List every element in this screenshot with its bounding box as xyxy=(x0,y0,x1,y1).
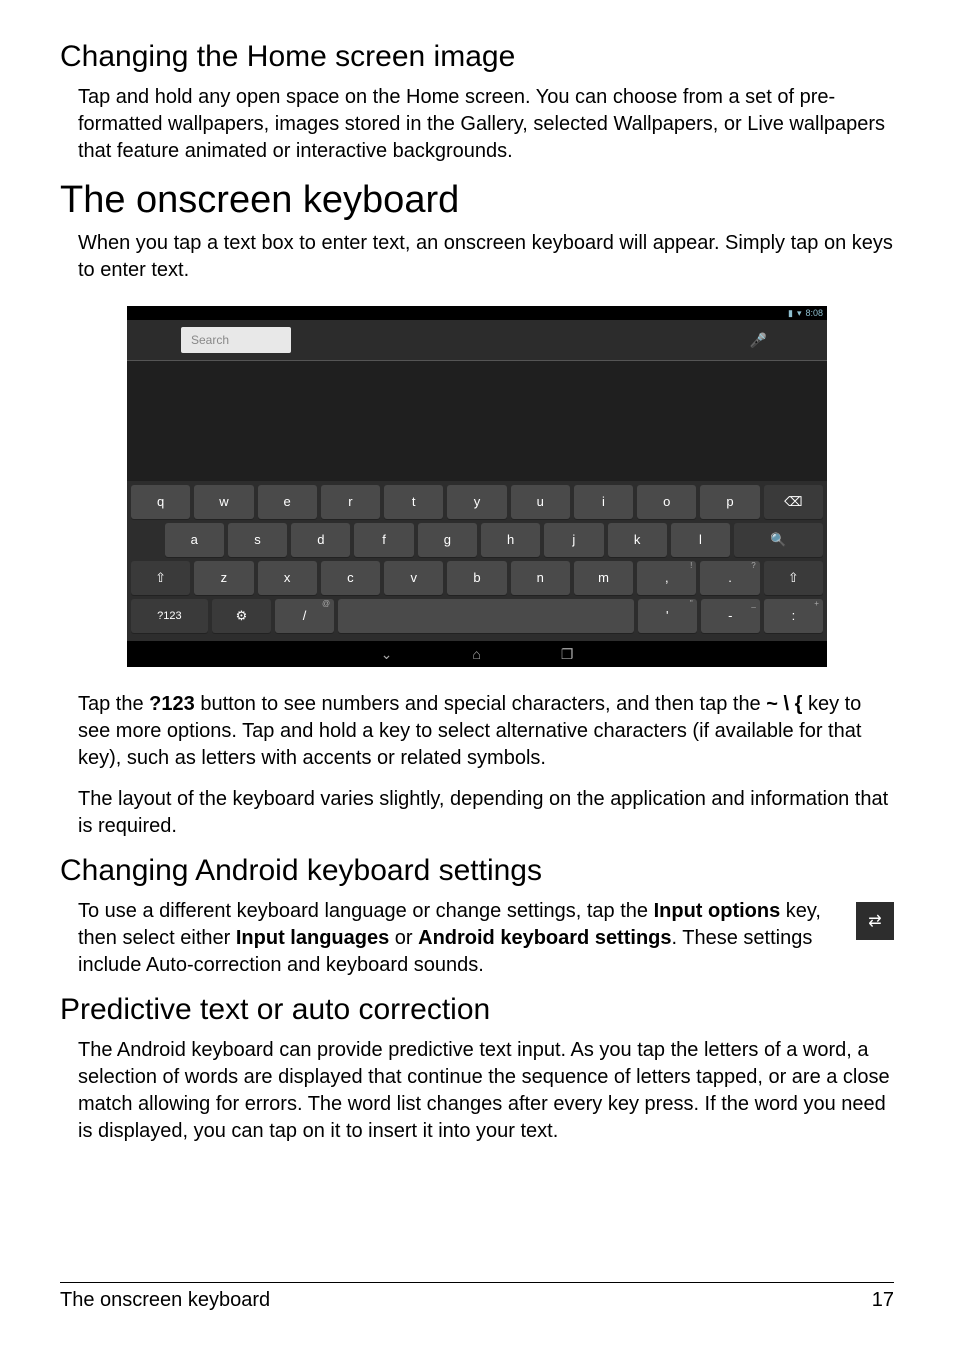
nav-recent-icon[interactable]: ❐ xyxy=(561,646,574,663)
key-q[interactable]: q xyxy=(131,485,190,519)
key-row-1: q w e r t y u i o p ⌫ xyxy=(131,485,823,519)
key-p[interactable]: p xyxy=(700,485,759,519)
mic-icon[interactable]: 🎤 xyxy=(750,332,767,349)
heading-onscreen-keyboard: The onscreen keyboard xyxy=(60,179,894,222)
para-settings: To use a different keyboard language or … xyxy=(78,898,824,979)
key-z[interactable]: z xyxy=(194,561,253,595)
key-x[interactable]: x xyxy=(258,561,317,595)
key-backspace[interactable]: ⌫ xyxy=(764,485,823,519)
para-keyboard-intro: When you tap a text box to enter text, a… xyxy=(78,230,894,284)
key-period[interactable]: .? xyxy=(700,561,759,595)
heading-predictive: Predictive text or auto correction xyxy=(60,993,894,1027)
key-search[interactable]: 🔍 xyxy=(734,523,823,557)
key-v[interactable]: v xyxy=(384,561,443,595)
para-home-image: Tap and hold any open space on the Home … xyxy=(78,84,894,165)
heading-keyboard-settings: Changing Android keyboard settings xyxy=(60,854,894,888)
footer-page-number: 17 xyxy=(872,1289,894,1312)
search-bar: Search 🎤 xyxy=(127,320,827,361)
key-apostrophe[interactable]: '" xyxy=(638,599,697,633)
key-k[interactable]: k xyxy=(608,523,667,557)
nav-home-icon[interactable]: ⌂ xyxy=(472,646,480,662)
key-f[interactable]: f xyxy=(354,523,413,557)
key-h[interactable]: h xyxy=(481,523,540,557)
key-row-3: ⇧ z x c v b n m ,! .? ⇧ xyxy=(131,561,823,595)
key-s[interactable]: s xyxy=(228,523,287,557)
heading-home-image: Changing the Home screen image xyxy=(60,40,894,74)
key-t[interactable]: t xyxy=(384,485,443,519)
key-y[interactable]: y xyxy=(447,485,506,519)
page-footer: The onscreen keyboard 17 xyxy=(60,1282,894,1312)
key-l[interactable]: l xyxy=(671,523,730,557)
key-dash[interactable]: -_ xyxy=(701,599,760,633)
key-n[interactable]: n xyxy=(511,561,570,595)
key-space[interactable] xyxy=(338,599,634,633)
key-c[interactable]: c xyxy=(321,561,380,595)
key-m[interactable]: m xyxy=(574,561,633,595)
para-123: Tap the ?123 button to see numbers and s… xyxy=(78,691,894,772)
para-predictive: The Android keyboard can provide predict… xyxy=(78,1037,894,1145)
key-b[interactable]: b xyxy=(447,561,506,595)
key-o[interactable]: o xyxy=(637,485,696,519)
key-u[interactable]: u xyxy=(511,485,570,519)
content-area xyxy=(127,361,827,481)
key-j[interactable]: j xyxy=(544,523,603,557)
key-numeric[interactable]: ?123 xyxy=(131,599,208,633)
keyboard-screenshot: ▮ ▾ 8:08 Search 🎤 q w e r t y u i o p ⌫ xyxy=(127,306,827,667)
key-comma[interactable]: ,! xyxy=(637,561,696,595)
key-row-2: a s d f g h j k l 🔍 xyxy=(131,523,823,557)
footer-title: The onscreen keyboard xyxy=(60,1289,270,1312)
status-bar: ▮ ▾ 8:08 xyxy=(127,306,827,320)
key-slash[interactable]: /@ xyxy=(275,599,334,633)
input-options-icon: ⇄ xyxy=(856,902,894,940)
key-a[interactable]: a xyxy=(165,523,224,557)
search-input[interactable]: Search xyxy=(181,327,291,353)
nav-back-icon[interactable]: ⌄ xyxy=(381,646,393,663)
key-w[interactable]: w xyxy=(194,485,253,519)
para-layout: The layout of the keyboard varies slight… xyxy=(78,786,894,840)
key-shift-left[interactable]: ⇧ xyxy=(131,561,190,595)
key-colon[interactable]: :+ xyxy=(764,599,823,633)
key-row-4: ?123 ⚙ /@ '" -_ :+ xyxy=(131,599,823,633)
keyboard: q w e r t y u i o p ⌫ a s d f g h j xyxy=(127,481,827,641)
key-g[interactable]: g xyxy=(418,523,477,557)
key-i[interactable]: i xyxy=(574,485,633,519)
clock: 8:08 xyxy=(805,308,823,318)
key-d[interactable]: d xyxy=(291,523,350,557)
key-shift-right[interactable]: ⇧ xyxy=(764,561,823,595)
battery-icon: ▮ xyxy=(788,308,793,319)
wifi-icon: ▾ xyxy=(797,308,802,319)
key-input-options[interactable]: ⚙ xyxy=(212,599,271,633)
nav-bar: ⌄ ⌂ ❐ xyxy=(127,641,827,667)
key-r[interactable]: r xyxy=(321,485,380,519)
key-e[interactable]: e xyxy=(258,485,317,519)
